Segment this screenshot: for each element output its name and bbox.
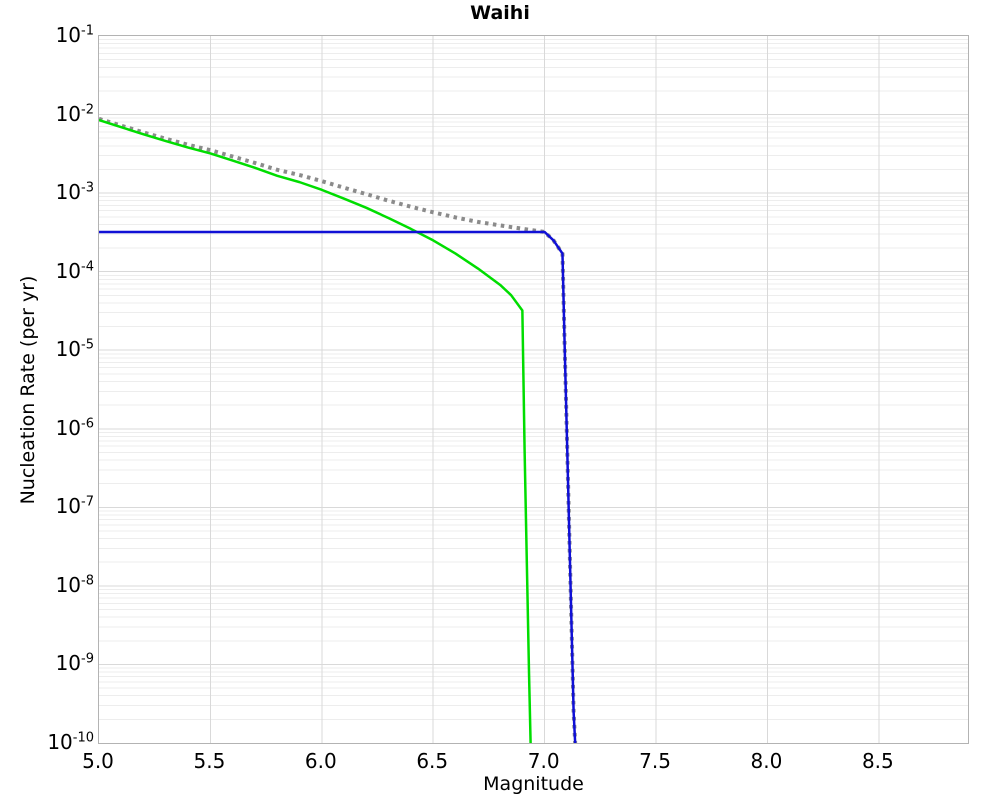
x-tick-label: 6.0 xyxy=(304,749,337,773)
x-tick-label: 7.5 xyxy=(639,749,671,773)
y-tick-label: 10-4 xyxy=(55,258,94,283)
chart-title: Waihi xyxy=(470,2,530,24)
series-total-rate xyxy=(99,116,578,743)
x-tick-label: 6.5 xyxy=(416,749,449,773)
chart-canvas xyxy=(99,36,968,743)
x-tick-label: 7.0 xyxy=(527,749,560,773)
y-tick-label: 10-9 xyxy=(55,651,94,676)
x-tick-label: 8.5 xyxy=(861,749,894,773)
x-tick-label: 8.0 xyxy=(750,749,783,773)
series-tapered-gutenberg-richter xyxy=(99,118,532,743)
x-tick-label: 5.0 xyxy=(82,749,114,773)
series-characteristic-rate xyxy=(99,230,577,743)
x-tick-label: 5.5 xyxy=(193,749,226,773)
x-axis-label: Magnitude xyxy=(483,773,584,795)
plot-area xyxy=(98,35,969,744)
y-tick-label: 10-10 xyxy=(47,730,94,754)
y-tick-label: 10-5 xyxy=(55,337,94,362)
y-tick-label: 10-6 xyxy=(55,415,94,440)
y-tick-label: 10-1 xyxy=(55,23,94,47)
y-tick-label: 10-8 xyxy=(55,572,94,597)
y-tick-label: 10-7 xyxy=(55,494,94,519)
y-axis-label: Nucleation Rate (per yr) xyxy=(17,275,39,505)
y-tick-label: 10-2 xyxy=(55,101,94,126)
y-tick-label: 10-3 xyxy=(55,180,94,205)
